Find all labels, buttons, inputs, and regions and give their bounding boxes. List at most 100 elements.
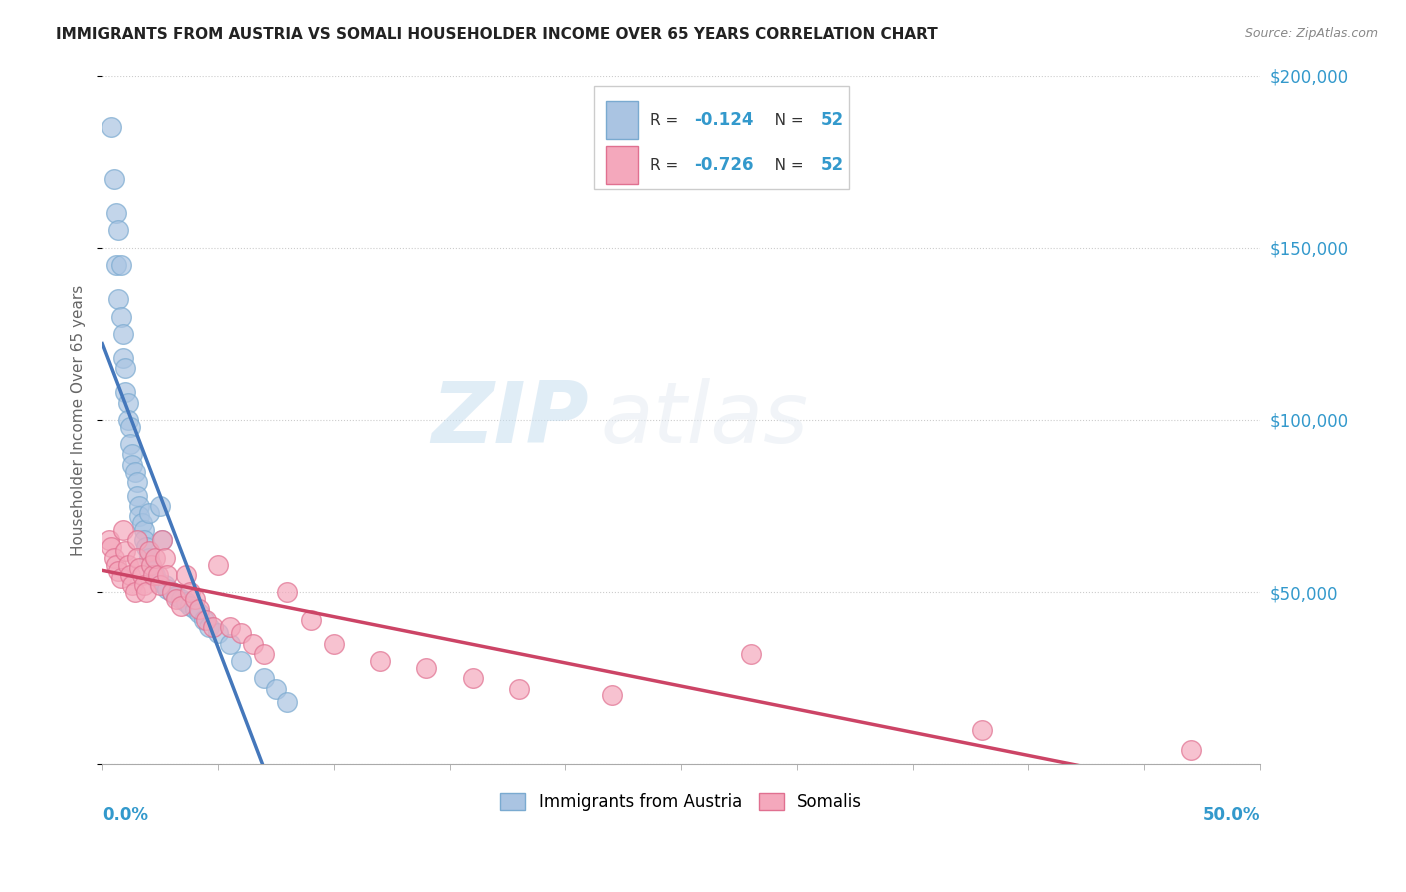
Point: [135, 541, 157, 555]
Point: [242, 637, 264, 651]
Point: [132, 523, 155, 537]
Point: [114, 543, 136, 558]
Point: [207, 626, 229, 640]
Point: [218, 619, 240, 633]
Point: [165, 591, 187, 606]
Point: [160, 585, 183, 599]
Point: [276, 695, 298, 709]
Text: 52: 52: [821, 156, 845, 174]
Point: [103, 550, 125, 565]
Point: [142, 565, 165, 579]
Point: [125, 550, 148, 565]
Point: [100, 541, 122, 555]
Point: [170, 591, 193, 606]
Point: [105, 206, 128, 220]
FancyBboxPatch shape: [606, 102, 638, 139]
Point: [184, 591, 207, 606]
Point: [231, 654, 253, 668]
Point: [124, 465, 146, 479]
Point: [125, 475, 148, 489]
Point: [98, 533, 121, 548]
Point: [188, 602, 211, 616]
Point: [461, 671, 484, 685]
Point: [117, 395, 139, 409]
Point: [131, 567, 153, 582]
Point: [740, 647, 762, 661]
Point: [139, 558, 162, 572]
Text: 50.0%: 50.0%: [1202, 805, 1260, 823]
Text: -0.726: -0.726: [693, 156, 754, 174]
Point: [146, 567, 169, 582]
Point: [179, 599, 201, 613]
Point: [107, 565, 129, 579]
FancyBboxPatch shape: [595, 86, 849, 189]
Point: [152, 533, 174, 548]
Point: [600, 689, 623, 703]
Point: [139, 558, 162, 572]
Text: IMMIGRANTS FROM AUSTRIA VS SOMALI HOUSEHOLDER INCOME OVER 65 YEARS CORRELATION C: IMMIGRANTS FROM AUSTRIA VS SOMALI HOUSEH…: [56, 27, 938, 42]
Point: [184, 602, 207, 616]
Point: [188, 606, 211, 620]
Point: [128, 509, 150, 524]
Point: [103, 171, 125, 186]
Point: [110, 310, 132, 324]
Point: [195, 613, 218, 627]
Point: [125, 533, 148, 548]
Text: -0.124: -0.124: [693, 112, 754, 129]
Point: [156, 567, 179, 582]
Point: [368, 654, 391, 668]
Point: [165, 589, 187, 603]
Text: N =: N =: [759, 112, 808, 128]
Point: [170, 599, 193, 613]
Point: [145, 550, 167, 565]
Point: [146, 574, 169, 589]
Point: [1180, 743, 1202, 757]
Point: [121, 578, 143, 592]
Text: 52: 52: [821, 112, 845, 129]
Point: [131, 516, 153, 531]
Point: [264, 681, 287, 696]
Point: [110, 258, 132, 272]
Text: R =: R =: [650, 112, 683, 128]
Point: [118, 567, 141, 582]
Point: [135, 585, 157, 599]
Point: [142, 567, 165, 582]
Y-axis label: Householder Income Over 65 years: Householder Income Over 65 years: [72, 285, 86, 556]
Point: [114, 361, 136, 376]
Text: atlas: atlas: [600, 378, 808, 461]
Point: [231, 626, 253, 640]
Point: [179, 585, 201, 599]
Text: ZIP: ZIP: [430, 378, 589, 461]
Point: [124, 585, 146, 599]
Point: [132, 533, 155, 548]
Point: [253, 671, 276, 685]
FancyBboxPatch shape: [606, 146, 638, 184]
Point: [138, 506, 160, 520]
Text: Source: ZipAtlas.com: Source: ZipAtlas.com: [1244, 27, 1378, 40]
Point: [118, 437, 141, 451]
Point: [105, 258, 128, 272]
Point: [253, 647, 276, 661]
Point: [174, 595, 197, 609]
Text: 0.0%: 0.0%: [103, 805, 148, 823]
Point: [132, 578, 155, 592]
Point: [145, 567, 167, 582]
Point: [415, 661, 437, 675]
Point: [121, 447, 143, 461]
Point: [125, 489, 148, 503]
Point: [299, 613, 322, 627]
Point: [153, 550, 176, 565]
Point: [118, 419, 141, 434]
Point: [153, 578, 176, 592]
Point: [149, 499, 172, 513]
Point: [117, 413, 139, 427]
Point: [107, 293, 129, 307]
Point: [128, 499, 150, 513]
Point: [508, 681, 530, 696]
Point: [202, 619, 225, 633]
Point: [174, 567, 197, 582]
Point: [112, 351, 135, 365]
Point: [322, 637, 344, 651]
Point: [156, 582, 179, 596]
Point: [160, 585, 183, 599]
